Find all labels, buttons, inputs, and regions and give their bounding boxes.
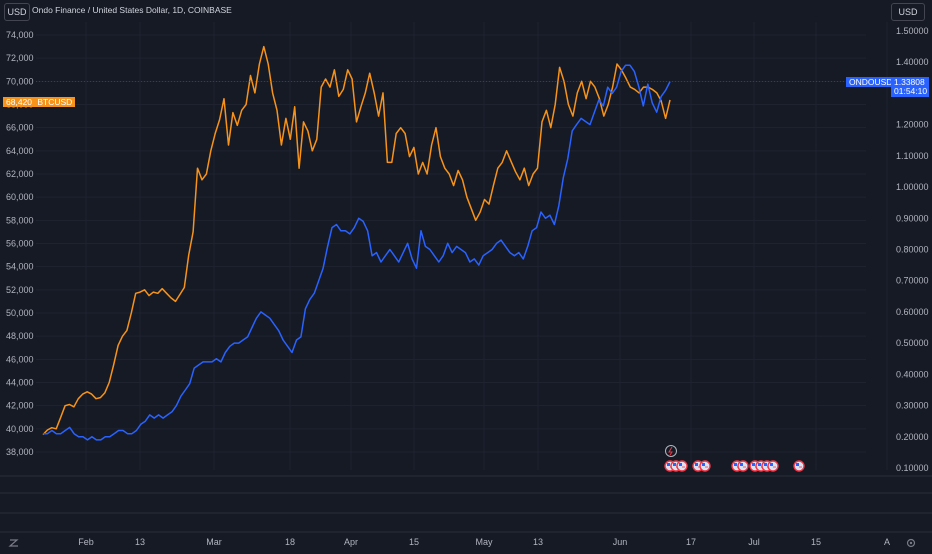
time-tick-label: Mar [206,537,222,547]
right-tick-label: 0.80000 [896,245,929,255]
right-tick-label: 1.40000 [896,57,929,67]
settings-icon[interactable] [905,536,917,548]
left-tick-label: 64,000 [6,146,34,156]
time-tick-label: Apr [344,537,358,547]
us-flag-icon [767,460,779,472]
right-tick-label: 0.20000 [896,432,929,442]
flag-canton [770,463,773,466]
time-tick-label: 13 [533,537,543,547]
flag-canton [702,463,705,466]
chart-title: Ondo Finance / United States Dollar, 1D,… [32,5,232,15]
flag-canton [796,463,799,466]
time-tick-label: 17 [686,537,696,547]
btc-last-price: 68,420 [6,97,32,107]
time-tick-label: Jun [613,537,628,547]
series-lines [36,45,890,441]
time-tick-label: Feb [78,537,94,547]
right-tick-label: 0.40000 [896,369,929,379]
flag-canton [679,463,682,466]
ondousd-line [43,64,671,441]
right-tick-label: 0.30000 [896,401,929,411]
left-tick-label: 66,000 [6,123,34,133]
us-flag-icon [793,460,805,472]
left-tick-label: 48,000 [6,331,34,341]
right-tick-label: 0.10000 [896,463,929,473]
right-tick-label: 1.10000 [896,151,929,161]
left-tick-label: 40,000 [6,424,34,434]
left-tick-label: 50,000 [6,308,34,318]
time-tick-label: 18 [285,537,295,547]
flag-canton [673,463,676,466]
left-tick-label: 52,000 [6,285,34,295]
right-tick-label: 1.00000 [896,182,929,192]
left-tick-label: 46,000 [6,354,34,364]
ondo-price-tag: 1.33808 01:54:10 [891,77,929,97]
left-tick-label: 70,000 [6,76,34,86]
left-axis: 74,00072,00070,00068,00066,00064,00062,0… [6,30,34,457]
right-tick-label: 0.60000 [896,307,929,317]
flag-canton [764,463,767,466]
right-currency-button[interactable]: USD [891,3,925,21]
time-tick-label: May [475,537,493,547]
time-tick-label: 15 [811,537,821,547]
time-tick-label: 15 [409,537,419,547]
left-tick-label: 54,000 [6,262,34,272]
lightning-icon-bolt [668,446,673,456]
us-flag-icon [737,460,749,472]
lightning-icon-circle [665,445,677,457]
right-tick-label: 0.50000 [896,338,929,348]
right-tick-label: 0.90000 [896,213,929,223]
time-tick-label: 13 [135,537,145,547]
time-axis: Feb 13 Mar 18 Apr 15 May 13 Jun 17 Jul 15 A [78,537,890,547]
right-tick-label: 1.50000 [896,26,929,36]
left-tick-label: 44,000 [6,378,34,388]
left-tick-label: 38,000 [6,447,34,457]
ondo-last-price: 1.33808 [894,77,925,87]
left-tick-label: 72,000 [6,53,34,63]
left-tick-label: 74,000 [6,30,34,40]
right-tick-label: 1.20000 [896,120,929,130]
btcusd-line [42,45,671,436]
left-tick-label: 58,000 [6,215,34,225]
left-currency-button[interactable]: USD [4,3,30,21]
left-tick-label: 42,000 [6,401,34,411]
time-tick-label: A [884,537,890,547]
left-tick-label: 60,000 [6,192,34,202]
left-tick-label: 62,000 [6,169,34,179]
right-tick-label: 0.70000 [896,276,929,286]
zoom-icon[interactable] [8,536,20,548]
us-flag-icon [699,460,711,472]
ondo-series-name: ONDOUSD [846,77,896,87]
time-tick-label: Jul [748,537,760,547]
flag-canton [740,463,743,466]
btc-price-tag: 68,420 BTCUSD [3,97,76,107]
grid [0,22,932,533]
events-row[interactable] [664,445,805,472]
btc-series-name: BTCUSD [37,97,73,107]
bar-countdown: 01:54:10 [894,86,928,96]
lightning-icon [665,445,677,457]
us-flag-icon [676,460,688,472]
flag-canton [695,463,698,466]
flag-canton [734,463,737,466]
left-tick-label: 56,000 [6,239,34,249]
flag-canton [758,463,761,466]
flag-canton [752,463,755,466]
flag-canton [667,463,670,466]
